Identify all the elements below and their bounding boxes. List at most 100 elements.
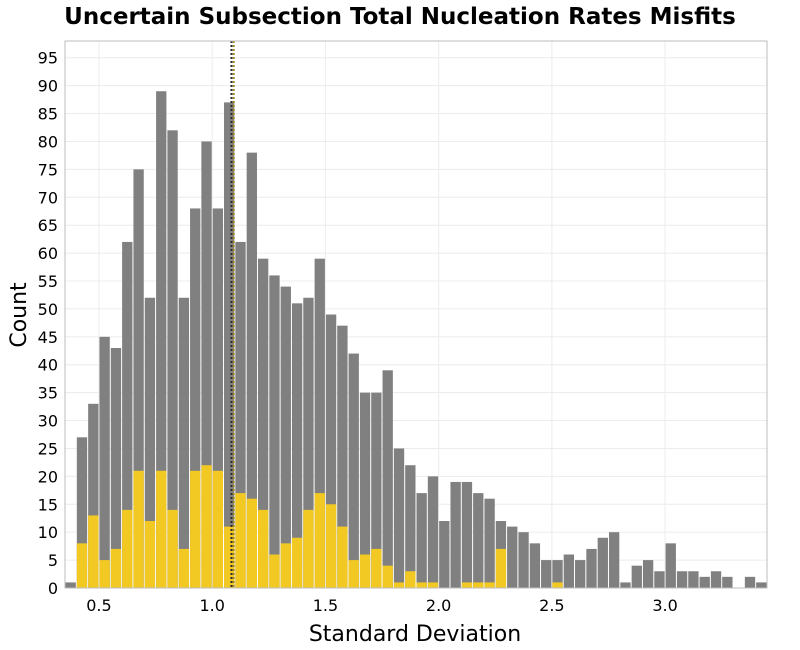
bar-series1-bin23 (325, 504, 337, 588)
bar-series0-bin0 (65, 582, 76, 588)
y-tick-label-0: 0 (48, 579, 58, 598)
bar-series0-bin25 (348, 353, 359, 588)
y-axis-ticks: 0 5 10 15 20 25 30 35 40 45 50 55 60 65 70 75 80 85 90 95 (38, 49, 58, 598)
bar-series0-bin50 (631, 565, 642, 588)
bar-series0-bin16 (246, 152, 257, 588)
bar-series0-bin9 (167, 130, 178, 588)
bar-series0-bin53 (665, 543, 676, 588)
y-tick-label-19: 95 (38, 49, 58, 68)
bar-series1-bin11 (190, 470, 201, 588)
bar-series1-bin29 (393, 582, 405, 588)
x-axis-ticks: 0.5 1.0 1.5 2.0 2.5 3.0 (86, 596, 678, 615)
bar-series0-bin3 (99, 336, 110, 588)
bar-series0-bin8 (156, 91, 167, 589)
bar-series0-bin7 (144, 297, 156, 588)
bar-series0-bin14 (224, 102, 235, 589)
bar-series0-bin28 (382, 370, 393, 588)
bar-series0-bin43 (552, 560, 563, 588)
bar-series0-bin55 (688, 571, 699, 588)
y-tick-label-18: 90 (38, 77, 58, 96)
y-tick-label-1: 5 (48, 551, 58, 570)
bar-series1-bin28 (382, 565, 393, 588)
x-axis-label: Standard Deviation (309, 622, 521, 647)
bar-series0-bin19 (280, 286, 291, 588)
y-tick-label-2: 10 (38, 523, 58, 542)
bar-series0-bin41 (529, 543, 541, 588)
y-tick-label-12: 60 (38, 244, 58, 263)
y-tick-label-7: 35 (38, 384, 58, 403)
bar-series1-bin32 (427, 582, 439, 588)
bar-series0-bin31 (416, 493, 427, 588)
bar-series0-bin13 (212, 208, 224, 588)
bar-series0-bin24 (337, 325, 348, 588)
bar-series0-bin17 (257, 258, 269, 588)
bar-series1-bin37 (484, 582, 495, 588)
bar-series0-bin57 (710, 571, 722, 588)
bar-series1-bin25 (348, 560, 359, 588)
bar-series0-bin34 (450, 481, 461, 588)
bar-series0-bin12 (201, 141, 212, 588)
bar-series1-bin15 (235, 493, 246, 588)
x-tick-label-0: 0.5 (86, 596, 111, 615)
bar-series0-bin4 (110, 347, 122, 588)
bar-series0-bin47 (597, 537, 608, 588)
plot-frame (64, 40, 768, 589)
bar-series0-bin23 (325, 314, 337, 588)
bar-series1-bin8 (156, 470, 167, 588)
bar-series0-bin51 (642, 560, 654, 588)
y-tick-label-15: 75 (38, 160, 58, 179)
bar-series0-bin35 (461, 481, 473, 588)
bar-series1-bin19 (280, 543, 291, 588)
bar-series0-bin32 (427, 476, 439, 588)
y-tick-label-13: 65 (38, 216, 58, 235)
bar-series0-bin40 (518, 532, 529, 588)
bar-series0-bin11 (190, 208, 201, 588)
bar-series0-bin60 (744, 576, 756, 588)
bar-series0-bin42 (541, 560, 552, 588)
bar-series1-bin6 (133, 470, 144, 588)
y-axis-label: Count (7, 282, 32, 348)
bar-series1-bin18 (269, 554, 280, 588)
bar-series0-bin37 (484, 498, 495, 588)
y-tick-label-6: 30 (38, 412, 58, 431)
bar-series1-bin2 (88, 515, 99, 588)
bar-series1-bin4 (110, 548, 122, 588)
chart-title: Uncertain Subsection Total Nucleation Ra… (64, 4, 736, 30)
bar-series0-bin10 (178, 297, 190, 588)
x-tick-label-1: 1.0 (199, 596, 224, 615)
y-tick-label-9: 45 (38, 328, 58, 347)
bar-series1-bin36 (473, 582, 484, 588)
y-tick-label-16: 80 (38, 132, 58, 151)
bar-series1-bin21 (303, 509, 314, 588)
bar-series1-bin30 (405, 571, 416, 588)
bar-series0-bin58 (722, 576, 733, 588)
bar-series1-bin31 (416, 582, 427, 588)
bar-series0-bin22 (314, 258, 325, 588)
bar-series0-bin61 (756, 582, 767, 588)
bar-series1-bin38 (495, 548, 507, 588)
y-tick-label-10: 50 (38, 300, 58, 319)
bar-series0-bin44 (563, 554, 575, 588)
x-tick-label-4: 2.5 (539, 596, 564, 615)
bar-series0-bin54 (676, 571, 688, 588)
y-tick-label-14: 70 (38, 188, 58, 207)
x-tick-label-2: 1.5 (313, 596, 338, 615)
bar-series1-bin5 (122, 509, 133, 588)
bar-series1-bin10 (178, 548, 190, 588)
bar-series1-bin24 (337, 526, 348, 588)
bar-series0-bin29 (393, 448, 405, 588)
bar-series1-bin7 (144, 521, 156, 588)
bar-series1-bin13 (212, 470, 224, 588)
bar-series1-bin9 (167, 509, 178, 588)
bar-series0-bin2 (88, 403, 99, 588)
bar-series0-bin45 (575, 560, 586, 588)
bar-series0-bin18 (269, 275, 280, 588)
bar-series0-bin49 (620, 582, 631, 588)
bar-series0-bin26 (359, 392, 371, 588)
bar-series0-bin33 (439, 521, 450, 588)
bar-series1-bin17 (257, 509, 269, 588)
bar-series0-bin39 (507, 526, 518, 588)
bar-series0-bin30 (405, 465, 416, 588)
x-tick-label-5: 3.0 (652, 596, 677, 615)
bar-series0-bin52 (654, 571, 665, 588)
